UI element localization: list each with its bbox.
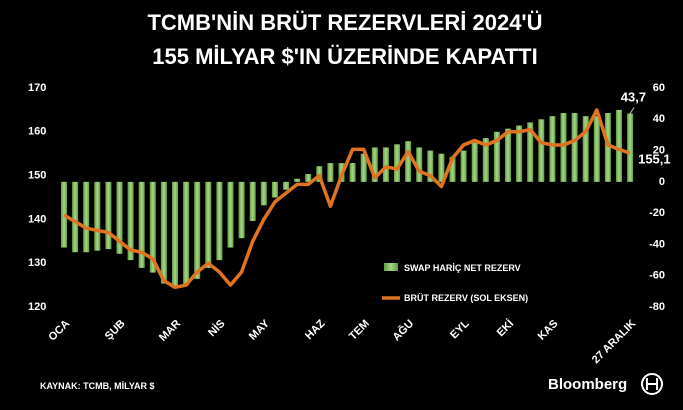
bar — [493, 131, 500, 182]
y-tick-label: 140 — [28, 213, 46, 225]
bar — [571, 113, 578, 182]
chart-title: 155 MİLYAR $'IN ÜZERİNDE KAPATTI — [152, 44, 537, 69]
y-tick-label: 160 — [28, 126, 46, 138]
bar — [294, 178, 301, 182]
data-label: 155,1 — [638, 151, 671, 166]
bar — [105, 181, 112, 250]
bar — [416, 147, 423, 182]
bar — [516, 125, 523, 182]
y2-tick-label: 60 — [653, 82, 665, 94]
bar — [83, 181, 90, 253]
bar — [138, 181, 145, 268]
bar — [160, 181, 167, 284]
bar — [471, 142, 478, 182]
line — [63, 108, 631, 290]
legend-label: BRÜT REZERV (SOL EKSEN) — [404, 293, 528, 303]
bar — [61, 181, 67, 248]
bar — [627, 113, 634, 182]
bar — [593, 116, 600, 182]
bar — [183, 181, 190, 286]
bar — [405, 141, 412, 182]
brand: Bloomberg — [548, 376, 627, 393]
bar — [560, 113, 567, 182]
bar — [616, 109, 622, 182]
bar — [394, 144, 400, 182]
y2-tick-label: 20 — [653, 144, 665, 156]
source: KAYNAK: TCMB, MİLYAR $ — [40, 381, 155, 391]
bar — [94, 181, 101, 251]
bar — [283, 181, 289, 190]
bar — [205, 181, 212, 268]
bar — [360, 153, 367, 182]
bar — [194, 181, 201, 279]
y-tick-label: 120 — [28, 301, 46, 313]
bar — [604, 113, 611, 182]
y2-tick-label: 40 — [653, 113, 665, 125]
bar — [505, 128, 511, 182]
y-tick-label: 170 — [28, 82, 46, 94]
bar — [582, 116, 589, 182]
y2-tick-label: -20 — [649, 207, 665, 219]
bar — [538, 119, 545, 182]
data-label: 43,7 — [621, 89, 646, 104]
bar — [427, 150, 434, 182]
bar — [116, 181, 123, 254]
bar — [238, 181, 245, 239]
bar — [216, 181, 223, 261]
leader — [629, 107, 635, 114]
bar — [371, 147, 378, 182]
bar — [438, 153, 445, 182]
bar — [172, 181, 178, 289]
bar — [549, 116, 556, 182]
legend-label: SWAP HARİÇ NET REZERV — [404, 263, 521, 273]
brand-logo — [641, 373, 663, 395]
brand-logo — [646, 378, 658, 390]
bar — [149, 181, 156, 273]
legend-swatch — [384, 263, 398, 271]
y2-tick-label: -80 — [649, 301, 665, 313]
bar — [527, 122, 534, 182]
y2-tick-label: -40 — [649, 238, 665, 250]
y-tick-label: 150 — [28, 170, 46, 182]
bar — [482, 138, 489, 182]
bar — [327, 163, 334, 182]
y-tick-label: 130 — [28, 257, 46, 269]
chart-title: TCMB'NİN BRÜT REZERVLERİ 2024'Ü — [147, 10, 542, 35]
bar — [227, 181, 234, 248]
y2-tick-label: -60 — [649, 270, 665, 282]
bar — [460, 150, 467, 182]
bar — [72, 181, 79, 253]
bar — [449, 156, 456, 182]
bar — [127, 181, 134, 261]
bar — [260, 181, 267, 206]
bar — [382, 147, 389, 182]
bar — [271, 181, 278, 198]
bar — [249, 181, 256, 221]
bar — [349, 163, 356, 182]
bar — [305, 174, 312, 182]
y2-tick-label: 0 — [659, 176, 665, 188]
